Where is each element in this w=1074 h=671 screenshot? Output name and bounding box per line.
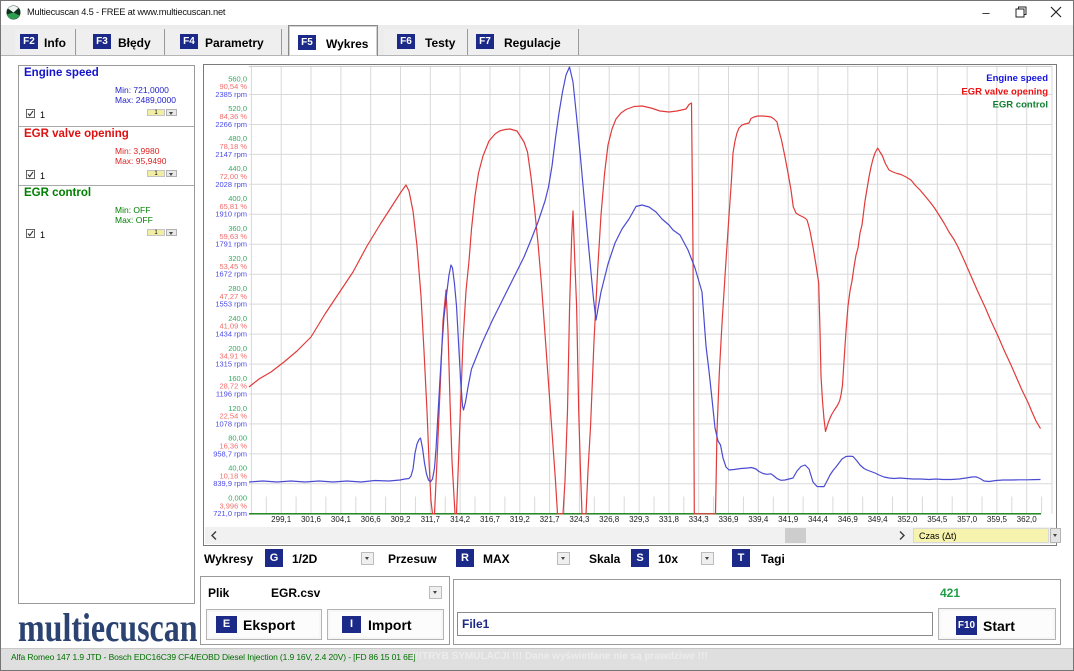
svg-text:721,0 rpm: 721,0 rpm <box>213 509 247 518</box>
svg-text:314,2: 314,2 <box>450 515 471 524</box>
svg-text:357,0: 357,0 <box>957 515 978 524</box>
svg-text:309,2: 309,2 <box>390 515 411 524</box>
svg-text:65,81 %: 65,81 % <box>219 202 247 211</box>
svg-text:1672 rpm: 1672 rpm <box>215 270 247 279</box>
svg-text:1078 rpm: 1078 rpm <box>215 419 247 428</box>
svg-text:341,9: 341,9 <box>778 515 799 524</box>
svg-text:324,3: 324,3 <box>569 515 590 524</box>
svg-text:304,1: 304,1 <box>331 515 352 524</box>
svg-text:520,0: 520,0 <box>228 104 247 113</box>
svg-text:240,0: 240,0 <box>228 314 247 323</box>
svg-text:306,6: 306,6 <box>361 515 382 524</box>
svg-text:316,7: 316,7 <box>480 515 501 524</box>
svg-text:359,5: 359,5 <box>987 515 1008 524</box>
svg-text:0,000: 0,000 <box>228 494 247 503</box>
svg-text:80,00: 80,00 <box>228 434 247 443</box>
svg-text:3,996 %: 3,996 % <box>219 501 247 510</box>
svg-text:28,72 %: 28,72 % <box>219 382 247 391</box>
svg-text:352,0: 352,0 <box>897 515 918 524</box>
svg-text:299,1: 299,1 <box>271 515 292 524</box>
svg-text:Engine speed: Engine speed <box>986 73 1048 84</box>
svg-text:346,9: 346,9 <box>838 515 859 524</box>
svg-text:560,0: 560,0 <box>228 74 247 83</box>
svg-text:400,0: 400,0 <box>228 194 247 203</box>
svg-text:360,0: 360,0 <box>228 224 247 233</box>
svg-text:354,5: 354,5 <box>927 515 948 524</box>
svg-text:16,36 %: 16,36 % <box>219 442 247 451</box>
svg-text:344,4: 344,4 <box>808 515 829 524</box>
svg-text:1910 rpm: 1910 rpm <box>215 210 247 219</box>
svg-text:200,0: 200,0 <box>228 344 247 353</box>
svg-text:480,0: 480,0 <box>228 134 247 143</box>
svg-text:10,18 %: 10,18 % <box>219 471 247 480</box>
svg-text:440,0: 440,0 <box>228 164 247 173</box>
svg-text:41,09 %: 41,09 % <box>219 322 247 331</box>
svg-text:84,36 %: 84,36 % <box>219 112 247 121</box>
svg-text:336,9: 336,9 <box>718 515 739 524</box>
svg-text:326,8: 326,8 <box>599 515 620 524</box>
svg-text:47,27 %: 47,27 % <box>219 292 247 301</box>
svg-text:160,0: 160,0 <box>228 374 247 383</box>
svg-text:362,0: 362,0 <box>1017 515 1038 524</box>
svg-text:319,2: 319,2 <box>510 515 531 524</box>
svg-text:53,45 %: 53,45 % <box>219 262 247 271</box>
svg-text:90,54 %: 90,54 % <box>219 82 247 91</box>
svg-text:EGR valve opening: EGR valve opening <box>961 87 1048 98</box>
svg-text:2266 rpm: 2266 rpm <box>215 120 247 129</box>
svg-text:331,8: 331,8 <box>659 515 680 524</box>
svg-text:301,6: 301,6 <box>301 515 322 524</box>
svg-text:339,4: 339,4 <box>748 515 769 524</box>
svg-text:280,0: 280,0 <box>228 284 247 293</box>
svg-text:334,3: 334,3 <box>689 515 710 524</box>
svg-text:2028 rpm: 2028 rpm <box>215 180 247 189</box>
svg-text:320,0: 320,0 <box>228 254 247 263</box>
svg-text:120,0: 120,0 <box>228 404 247 413</box>
svg-text:22,54 %: 22,54 % <box>219 412 247 421</box>
svg-text:78,18 %: 78,18 % <box>219 142 247 151</box>
svg-text:2147 rpm: 2147 rpm <box>215 150 247 159</box>
svg-text:329,3: 329,3 <box>629 515 650 524</box>
svg-text:1791 rpm: 1791 rpm <box>215 240 247 249</box>
svg-text:40,00: 40,00 <box>228 464 247 473</box>
svg-text:311,7: 311,7 <box>421 515 441 524</box>
svg-text:2385 rpm: 2385 rpm <box>215 90 247 99</box>
svg-text:EGR control: EGR control <box>993 100 1048 111</box>
svg-text:59,63 %: 59,63 % <box>219 232 247 241</box>
svg-text:1434 rpm: 1434 rpm <box>215 330 247 339</box>
svg-text:1553 rpm: 1553 rpm <box>215 300 247 309</box>
svg-text:1196 rpm: 1196 rpm <box>216 389 247 398</box>
svg-text:72,00 %: 72,00 % <box>219 172 247 181</box>
svg-text:1315 rpm: 1315 rpm <box>215 359 247 368</box>
svg-text:321,7: 321,7 <box>540 515 561 524</box>
svg-text:958,7 rpm: 958,7 rpm <box>213 449 247 458</box>
svg-text:349,4: 349,4 <box>868 515 889 524</box>
svg-text:34,91 %: 34,91 % <box>219 352 247 361</box>
svg-text:839,9 rpm: 839,9 rpm <box>213 479 247 488</box>
